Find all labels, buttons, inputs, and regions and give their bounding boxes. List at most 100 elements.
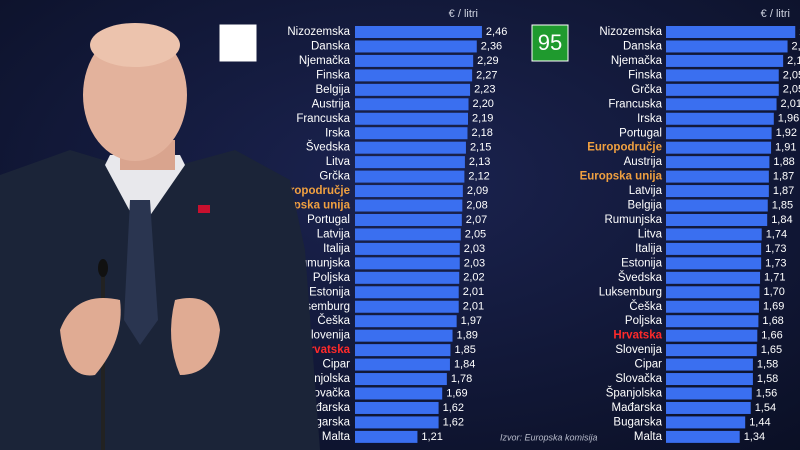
- bar: [355, 112, 469, 125]
- bar: [355, 54, 474, 67]
- value-label: 2,20: [473, 98, 494, 110]
- unit-label: € / litri: [761, 8, 790, 20]
- bar: [355, 315, 457, 328]
- bar: [355, 358, 450, 371]
- value-label: 1,73: [765, 243, 786, 255]
- value-label: 1,58: [757, 358, 778, 370]
- value-label: 2,27: [476, 69, 497, 81]
- bar: [666, 40, 788, 53]
- bar: [355, 127, 468, 140]
- value-label: 2,13: [787, 55, 800, 67]
- badge: D: [230, 30, 246, 55]
- bar: [355, 40, 477, 53]
- category-label: Irska: [637, 113, 663, 125]
- value-label: 2,01: [463, 301, 484, 313]
- value-label: 1,69: [446, 387, 467, 399]
- value-label: 1,92: [776, 127, 797, 139]
- category-label: Europska unija: [580, 171, 663, 183]
- value-label: 2,05: [783, 84, 800, 96]
- value-label: 1,68: [762, 315, 783, 327]
- value-label: 1,62: [443, 402, 464, 414]
- category-label: Grčka: [631, 84, 662, 96]
- bar: [666, 69, 779, 82]
- value-label: 1,97: [461, 315, 482, 327]
- category-label: Danska: [623, 40, 663, 52]
- category-label: Poljska: [625, 315, 663, 327]
- value-label: 2,05: [783, 69, 800, 81]
- value-label: 1,91: [775, 142, 796, 154]
- value-label: 1,87: [773, 171, 794, 183]
- bar: [666, 170, 769, 183]
- value-label: 1,34: [744, 431, 765, 443]
- value-label: 1,87: [773, 185, 794, 197]
- bar: [666, 185, 769, 198]
- category-label: Estonija: [309, 286, 351, 298]
- category-label: Latvija: [629, 185, 663, 197]
- category-label: Rumunjska: [292, 257, 350, 269]
- category-label: Slovenija: [615, 344, 662, 356]
- bar: [355, 416, 439, 429]
- bar: [666, 83, 779, 96]
- value-label: 2,07: [466, 214, 487, 226]
- value-label: 1,89: [457, 330, 478, 342]
- value-label: 1,21: [421, 431, 442, 443]
- bar: [666, 315, 759, 328]
- value-label: 2,46: [486, 26, 507, 38]
- bar: [666, 257, 762, 270]
- category-label: Njemačka: [299, 55, 351, 67]
- value-label: 2,05: [465, 228, 486, 240]
- bar: [355, 300, 459, 313]
- value-label: 1,69: [763, 301, 784, 313]
- bar: [666, 26, 796, 38]
- bar: [666, 416, 746, 429]
- category-label: Irska: [325, 127, 351, 139]
- value-label: 1,96: [778, 113, 799, 125]
- value-label: 1,84: [771, 214, 792, 226]
- category-label: Litva: [326, 156, 351, 168]
- category-label: Nizozemska: [599, 26, 662, 38]
- bar: [666, 141, 772, 154]
- bar: [355, 329, 453, 342]
- bar: [666, 387, 752, 400]
- value-label: 2,21: [792, 40, 800, 52]
- bar: [355, 98, 469, 111]
- bar: [666, 430, 740, 443]
- badge: 95: [538, 30, 562, 55]
- category-label: Europodručje: [275, 185, 350, 197]
- value-label: 1,56: [756, 387, 777, 399]
- value-label: 1,44: [749, 416, 770, 428]
- unit-label: € / litri: [449, 8, 478, 20]
- value-label: 2,15: [470, 142, 491, 154]
- category-label: Danska: [311, 40, 351, 52]
- value-label: 1,74: [766, 228, 787, 240]
- bar: [355, 141, 466, 154]
- category-label: Cipar: [635, 359, 663, 371]
- value-label: 1,66: [761, 330, 782, 342]
- bar: [355, 69, 473, 82]
- category-label: Hrvatska: [301, 344, 350, 356]
- value-label: 1,88: [773, 156, 794, 168]
- value-label: 1,62: [443, 416, 464, 428]
- category-label: Estonija: [621, 257, 663, 269]
- category-label: Italija: [635, 243, 662, 255]
- value-label: 2,23: [474, 84, 495, 96]
- bar: [666, 213, 768, 226]
- bar: [666, 286, 760, 299]
- category-label: Švedska: [306, 141, 351, 154]
- value-label: 1,71: [764, 272, 785, 284]
- source: Izvor: Europska komisija: [500, 432, 598, 442]
- category-label: Cipar: [323, 359, 351, 371]
- value-label: 1,73: [765, 257, 786, 269]
- category-label: Finska: [628, 69, 662, 81]
- category-label: Austrija: [624, 156, 663, 168]
- category-label: Švedska: [618, 271, 663, 284]
- value-label: 2,12: [468, 171, 489, 183]
- category-label: Portugal: [307, 214, 350, 226]
- category-label: Rumunjska: [604, 214, 662, 226]
- category-label: Belgija: [627, 200, 662, 212]
- category-label: Mađarska: [612, 402, 663, 414]
- value-label: 2,13: [469, 156, 490, 168]
- category-label: Slovenija: [303, 330, 350, 342]
